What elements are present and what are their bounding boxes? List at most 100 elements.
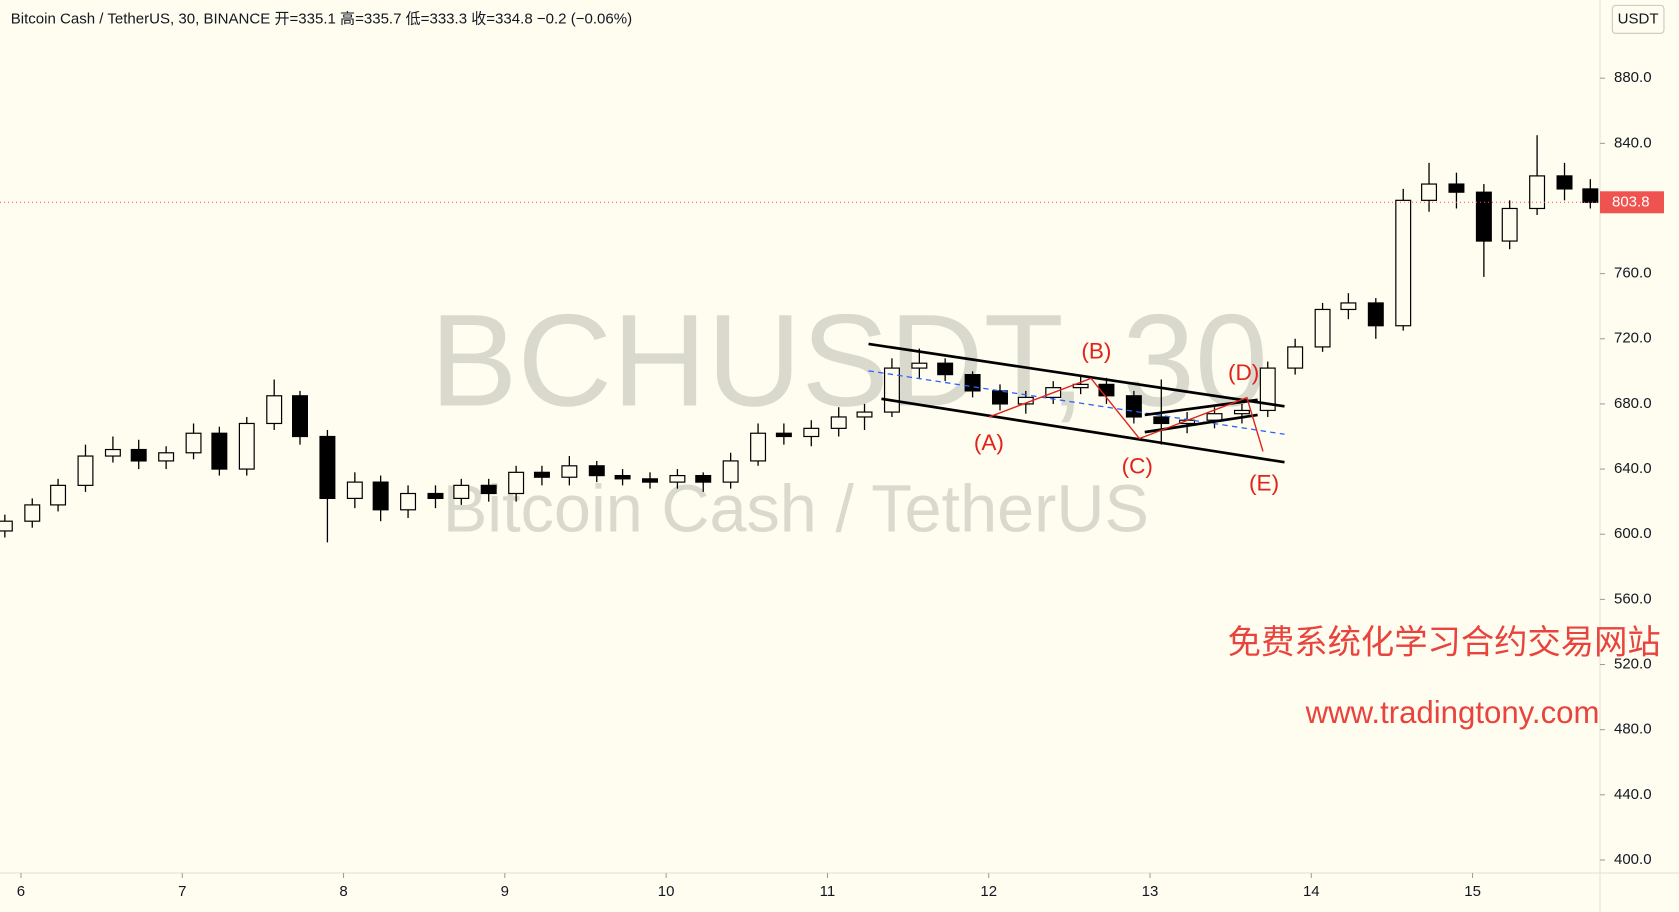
annotations: (A) (B) (C) (D) (E) Bitcoin Cash / Tethe…	[11, 4, 1665, 730]
candle-body	[533, 471, 550, 478]
y-tick-label: 440.0	[1614, 786, 1652, 803]
candle-body	[346, 481, 363, 499]
candle-body	[158, 452, 175, 462]
candle-body	[508, 471, 525, 495]
wave-label: (B)	[1081, 339, 1111, 364]
candle-body	[1421, 183, 1438, 201]
x-tick-label: 13	[1142, 883, 1159, 900]
symbol-header: Bitcoin Cash / TetherUS, 30, BINANCE 开=3…	[11, 10, 632, 27]
candle-body	[642, 478, 658, 483]
candle-body	[1448, 183, 1465, 193]
candle-body	[104, 448, 121, 457]
x-tick-label: 11	[820, 883, 836, 900]
overlay: BCHUSDT, 30 Bitcoin Cash / TetherUS	[430, 286, 1268, 546]
channel-lower	[881, 397, 1285, 464]
candle-body	[1529, 175, 1546, 210]
y-tick-label: 720.0	[1614, 330, 1652, 347]
candle-body	[1501, 207, 1518, 242]
channel-upper	[868, 342, 1285, 408]
candle-body	[480, 484, 497, 495]
candle-body	[1098, 383, 1115, 397]
candle-body	[24, 504, 41, 522]
x-tick-label: 10	[658, 883, 675, 900]
wave-label: (D)	[1228, 360, 1259, 385]
candle-body	[911, 362, 928, 369]
y-tick-label: 400.0	[1614, 851, 1652, 868]
candle-body	[1395, 199, 1412, 327]
candle-body	[669, 474, 686, 483]
candle-body	[1475, 191, 1492, 242]
y-tick-label: 680.0	[1614, 395, 1652, 412]
channel-mid	[868, 370, 1285, 435]
watermark-symbol: BCHUSDT, 30	[430, 286, 1268, 433]
plot-area	[0, 135, 1600, 543]
candle-body	[1367, 302, 1384, 327]
candle-body	[1582, 188, 1599, 203]
x-tick-label: 14	[1303, 883, 1320, 900]
candle-body	[803, 427, 820, 438]
last-price-box	[1600, 191, 1664, 214]
promo-url: www.tradingtony.com	[1305, 695, 1600, 730]
candle-body	[427, 492, 444, 499]
candle-body	[453, 484, 470, 499]
candle-body	[1314, 308, 1331, 348]
candle-body	[211, 432, 228, 470]
wave-label: (E)	[1249, 471, 1279, 496]
candle-body	[0, 520, 13, 532]
candle-body	[292, 395, 308, 438]
x-tick-label: 7	[178, 883, 186, 900]
candle-body	[130, 448, 147, 462]
y-tick-label: 880.0	[1614, 69, 1652, 86]
candle-body	[722, 460, 739, 483]
wave-path	[988, 377, 1264, 452]
candle-body	[695, 474, 712, 483]
candle-body	[964, 374, 981, 392]
wave-label: (A)	[974, 430, 1004, 455]
wave-label: (C)	[1122, 454, 1153, 479]
candle-body	[372, 481, 389, 511]
candle-body	[1259, 367, 1276, 412]
candle-body	[588, 465, 605, 477]
candle-body	[319, 435, 336, 499]
y-tick-label: 560.0	[1614, 590, 1652, 607]
y-tick-label: 480.0	[1614, 721, 1652, 738]
promo-text: 免费系统化学习合约交易网站	[1228, 625, 1661, 662]
y-tick-label: 840.0	[1614, 134, 1652, 151]
price-axis	[1600, 0, 1679, 912]
currency-box[interactable]	[1611, 4, 1665, 34]
candle-body	[1340, 302, 1357, 311]
candle-body	[1556, 175, 1573, 190]
triangle-upper	[1144, 398, 1258, 417]
candle-body	[1287, 346, 1304, 369]
currency[interactable]: USDT	[1618, 10, 1659, 27]
x-tick-label: 6	[17, 883, 25, 900]
y-tick-label: 640.0	[1614, 460, 1652, 477]
candle-body	[266, 395, 283, 425]
candle-body	[614, 474, 631, 480]
candle-body	[50, 484, 67, 506]
candle-body	[1125, 395, 1142, 418]
candle-body	[856, 411, 873, 418]
x-tick-label: 8	[339, 883, 347, 900]
last-price-label: 803.8	[1612, 193, 1650, 210]
candle-body	[400, 492, 417, 511]
candle-body	[937, 362, 954, 376]
candle-body	[238, 422, 255, 470]
y-tick-label: 600.0	[1614, 525, 1652, 542]
x-tick-label: 15	[1464, 883, 1481, 900]
x-tick-label: 9	[501, 883, 509, 900]
x-tick-label: 12	[980, 883, 997, 900]
y-tick-label: 760.0	[1614, 265, 1652, 282]
candle-body	[185, 432, 202, 454]
y-tick-label: 520.0	[1614, 655, 1652, 672]
candle-body	[1072, 383, 1089, 389]
candle-body	[830, 416, 847, 429]
watermark-name: Bitcoin Cash / TetherUS	[443, 472, 1149, 546]
candle-body	[1153, 416, 1170, 425]
candle-body	[1206, 413, 1223, 421]
candle-body	[750, 432, 767, 462]
candle-body	[77, 455, 94, 486]
candle-body	[992, 390, 1008, 405]
